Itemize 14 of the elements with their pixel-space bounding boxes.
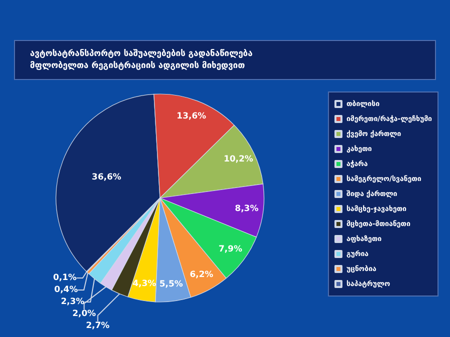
data-label: 2,7% xyxy=(86,321,110,331)
data-label: 8,3% xyxy=(234,204,259,214)
data-label: 0,4% xyxy=(54,285,78,295)
data-label: 2,3% xyxy=(60,297,85,307)
data-label: 13,6% xyxy=(176,111,207,122)
chart-title: ავტოსატრანსპორტო საშუალებების გადანაწილება მფლობელთა რეგისტრაციის ადგილის მიხედვით xyxy=(30,48,256,71)
data-label: 2,0% xyxy=(72,309,96,319)
data-label: 0,1% xyxy=(53,273,78,283)
data-label: 10,2% xyxy=(224,154,254,165)
data-label: 4,3% xyxy=(132,278,157,289)
data-label: 36,6% xyxy=(92,172,122,183)
data-label: 7,9% xyxy=(218,244,243,255)
data-label: 6,2% xyxy=(190,270,214,280)
data-label: 5,5% xyxy=(159,280,184,290)
